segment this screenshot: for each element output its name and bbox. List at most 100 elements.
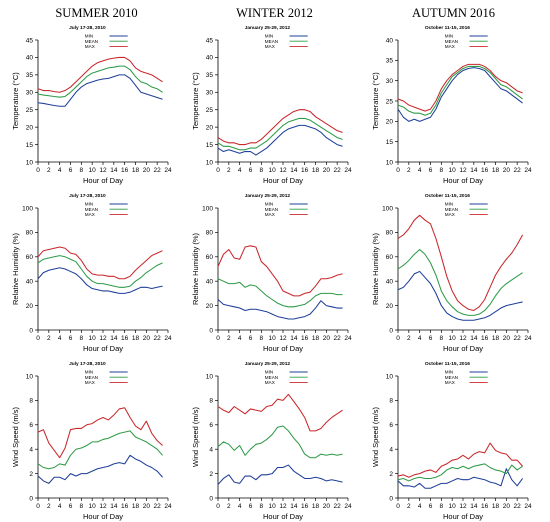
x-tick-label: 8 <box>440 167 444 174</box>
x-tick-label: 12 <box>279 503 287 510</box>
y-tick-label: 40 <box>386 279 394 286</box>
series-line <box>37 407 163 459</box>
chart-title: October 11-15, 2016 <box>425 193 470 199</box>
x-tick-label: 16 <box>481 503 489 510</box>
x-tick-label: 24 <box>164 503 172 510</box>
x-tick-label: 24 <box>524 335 532 342</box>
series-line <box>37 430 163 470</box>
x-tick-label: 4 <box>238 167 242 174</box>
y-tick-label: 25 <box>386 98 394 105</box>
x-tick-label: 20 <box>503 167 511 174</box>
y-tick-label: 20 <box>206 303 214 310</box>
x-tick-label: 0 <box>396 503 400 510</box>
x-tick-label: 12 <box>459 167 467 174</box>
x-tick-label: 10 <box>449 335 457 342</box>
x-tick-label: 0 <box>36 167 40 174</box>
x-tick-label: 14 <box>470 503 478 510</box>
x-tick-label: 2 <box>227 503 231 510</box>
x-tick-label: 24 <box>164 167 172 174</box>
y-tick-label: 2 <box>209 471 213 478</box>
legend-label: MIN <box>85 202 93 207</box>
y-tick-label: 6 <box>389 422 393 429</box>
series-line <box>217 278 343 308</box>
series-line <box>397 248 523 316</box>
x-tick-label: 6 <box>69 167 73 174</box>
legend-label: MIN <box>445 370 453 375</box>
x-tick-label: 18 <box>492 503 500 510</box>
y-axis-label: Temperature (°C) <box>191 72 200 130</box>
y-tick-label: 2 <box>29 471 33 478</box>
series-line <box>217 117 343 151</box>
x-tick-label: 20 <box>143 335 151 342</box>
y-tick-label: 40 <box>206 55 214 62</box>
x-tick-label: 24 <box>524 167 532 174</box>
chart-title: July 17-28, 2010 <box>69 193 106 199</box>
legend-label: MEAN <box>85 375 98 380</box>
x-tick-label: 18 <box>132 335 140 342</box>
x-tick-label: 4 <box>58 335 62 342</box>
x-tick-label: 16 <box>301 167 309 174</box>
legend-label: MEAN <box>445 375 458 380</box>
series-line <box>217 393 343 432</box>
x-tick-label: 10 <box>449 503 457 510</box>
y-tick-label: 20 <box>26 124 34 131</box>
x-tick-label: 22 <box>154 167 162 174</box>
chart-title: October 11-15, 2016 <box>425 25 470 31</box>
x-tick-label: 4 <box>418 503 422 510</box>
x-tick-label: 4 <box>418 335 422 342</box>
chart-title: July 17-28, 2010 <box>69 361 106 367</box>
legend-label: MAX <box>445 212 455 217</box>
x-tick-label: 22 <box>154 335 162 342</box>
x-tick-label: 0 <box>216 335 220 342</box>
series-line <box>217 245 343 297</box>
x-tick-label: 18 <box>312 335 320 342</box>
y-tick-label: 25 <box>206 107 214 114</box>
y-tick-label: 4 <box>209 447 213 454</box>
x-tick-label: 24 <box>344 167 352 174</box>
legend-label: MIN <box>445 202 453 207</box>
x-tick-label: 22 <box>334 167 342 174</box>
x-tick-label: 18 <box>492 335 500 342</box>
x-tick-label: 12 <box>279 167 287 174</box>
y-tick-label: 6 <box>209 422 213 429</box>
x-tick-label: 12 <box>99 167 107 174</box>
x-tick-label: 2 <box>47 335 51 342</box>
legend-label: MAX <box>265 380 275 385</box>
x-tick-label: 22 <box>334 335 342 342</box>
x-axis-label: Hour of Day <box>443 512 483 521</box>
x-tick-label: 20 <box>323 503 331 510</box>
y-tick-label: 0 <box>209 327 213 334</box>
legend-label: MEAN <box>85 207 98 212</box>
y-axis-label: Relative Humidity (%) <box>191 232 200 305</box>
x-tick-label: 18 <box>132 167 140 174</box>
x-tick-label: 12 <box>459 503 467 510</box>
x-tick-label: 22 <box>514 503 522 510</box>
x-tick-label: 12 <box>279 335 287 342</box>
y-tick-label: 10 <box>206 159 214 166</box>
x-tick-label: 10 <box>89 503 97 510</box>
y-tick-label: 10 <box>26 159 34 166</box>
x-axis-label: Hour of Day <box>83 344 123 353</box>
x-axis-label: Hour of Day <box>83 512 123 521</box>
series-line <box>37 267 163 294</box>
y-axis-label: Relative Humidity (%) <box>11 232 20 305</box>
legend-label: MIN <box>265 370 273 375</box>
x-tick-label: 18 <box>312 167 320 174</box>
x-tick-label: 22 <box>514 167 522 174</box>
y-tick-label: 40 <box>206 279 214 286</box>
y-tick-label: 35 <box>206 72 214 79</box>
x-tick-label: 4 <box>58 167 62 174</box>
x-tick-label: 6 <box>249 503 253 510</box>
series-line <box>397 442 523 478</box>
y-tick-label: 10 <box>386 159 394 166</box>
series-line <box>217 425 343 459</box>
y-tick-label: 40 <box>26 279 34 286</box>
y-tick-label: 60 <box>26 254 34 261</box>
x-tick-label: 22 <box>334 503 342 510</box>
chart-title: January 25-29, 2012 <box>245 361 291 367</box>
y-tick-label: 80 <box>26 230 34 237</box>
x-tick-label: 16 <box>301 503 309 510</box>
